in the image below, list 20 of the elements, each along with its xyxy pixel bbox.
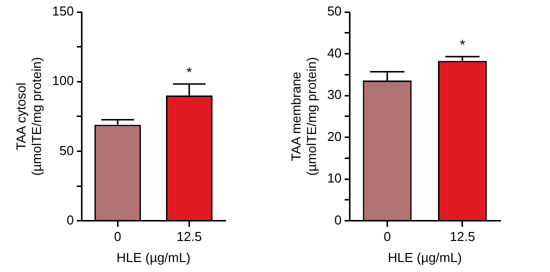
y-tick-label: 50 — [327, 4, 342, 19]
x-tick-label: 0 — [384, 229, 391, 244]
y-tick-label: 0 — [66, 212, 74, 228]
y-tick-label: 50 — [59, 142, 74, 158]
y-axis-title: TAA membrane (µmolTE/mg protein) — [288, 57, 319, 176]
x-tick-label: 0 — [114, 229, 122, 244]
x-axis-title: HLE (µg/mL) — [116, 250, 190, 265]
x-tick-label: 12.5 — [176, 229, 202, 244]
y-tick-label: 40 — [327, 45, 342, 60]
y-tick-label: 150 — [52, 4, 74, 19]
y-tick-label: 20 — [327, 128, 342, 144]
x-axis-title: HLE (µg/mL) — [388, 250, 462, 265]
annotation: * — [460, 36, 466, 53]
y-tick-label: 100 — [52, 73, 74, 88]
y-tick-label: 10 — [327, 170, 342, 186]
y-axis-title: TAA cytosol (µmolTE/mg protein) — [13, 57, 44, 176]
annotation: * — [186, 64, 192, 80]
y-tick-label: 0 — [334, 212, 342, 228]
x-tick-label: 12.5 — [450, 229, 476, 244]
y-tick-label: 30 — [327, 87, 342, 102]
